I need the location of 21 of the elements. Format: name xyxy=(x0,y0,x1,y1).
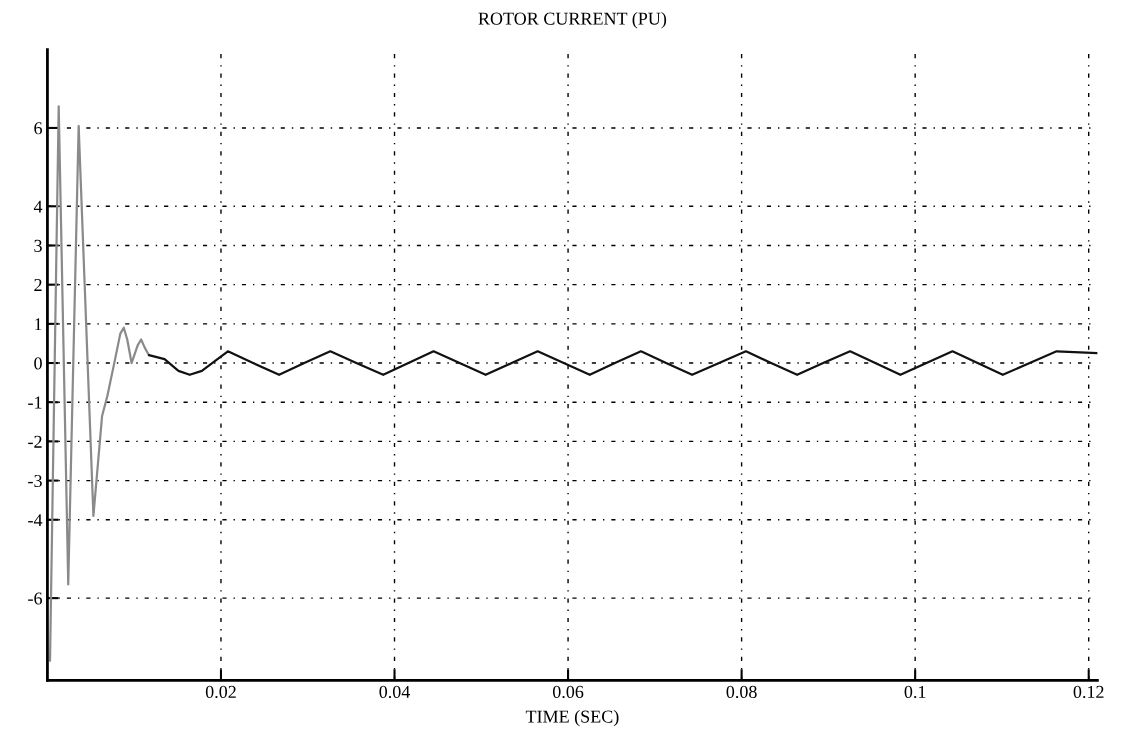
x-tick-label: 0.08 xyxy=(726,685,757,699)
x-axis-title: TIME (SEC) xyxy=(525,709,619,727)
x-tick-label: 0.1 xyxy=(904,685,926,699)
y-tick-label: -6 xyxy=(28,592,43,605)
y-tick-label: 6 xyxy=(34,122,43,135)
y-tick-label: -2 xyxy=(28,435,42,448)
line-series xyxy=(48,105,151,662)
x-tick-label: 0.12 xyxy=(1073,685,1104,699)
y-tick-label: 4 xyxy=(33,200,43,213)
y-tick-label: 1 xyxy=(35,318,42,331)
line-series xyxy=(147,350,1098,376)
y-tick-label: 2 xyxy=(34,278,42,291)
x-tick-label: 0.04 xyxy=(379,685,411,699)
y-tick-label: -1 xyxy=(28,396,42,409)
y-tick-label: 3 xyxy=(34,239,42,252)
chart-title: ROTOR CURRENT (PU) xyxy=(478,12,667,29)
x-tick-label: 0.06 xyxy=(552,685,584,699)
y-tick-label: -4 xyxy=(28,514,43,527)
y-tick-label: -3 xyxy=(28,474,42,488)
x-tick-label: 0.02 xyxy=(205,685,236,699)
y-tick-label: 0 xyxy=(34,357,42,370)
